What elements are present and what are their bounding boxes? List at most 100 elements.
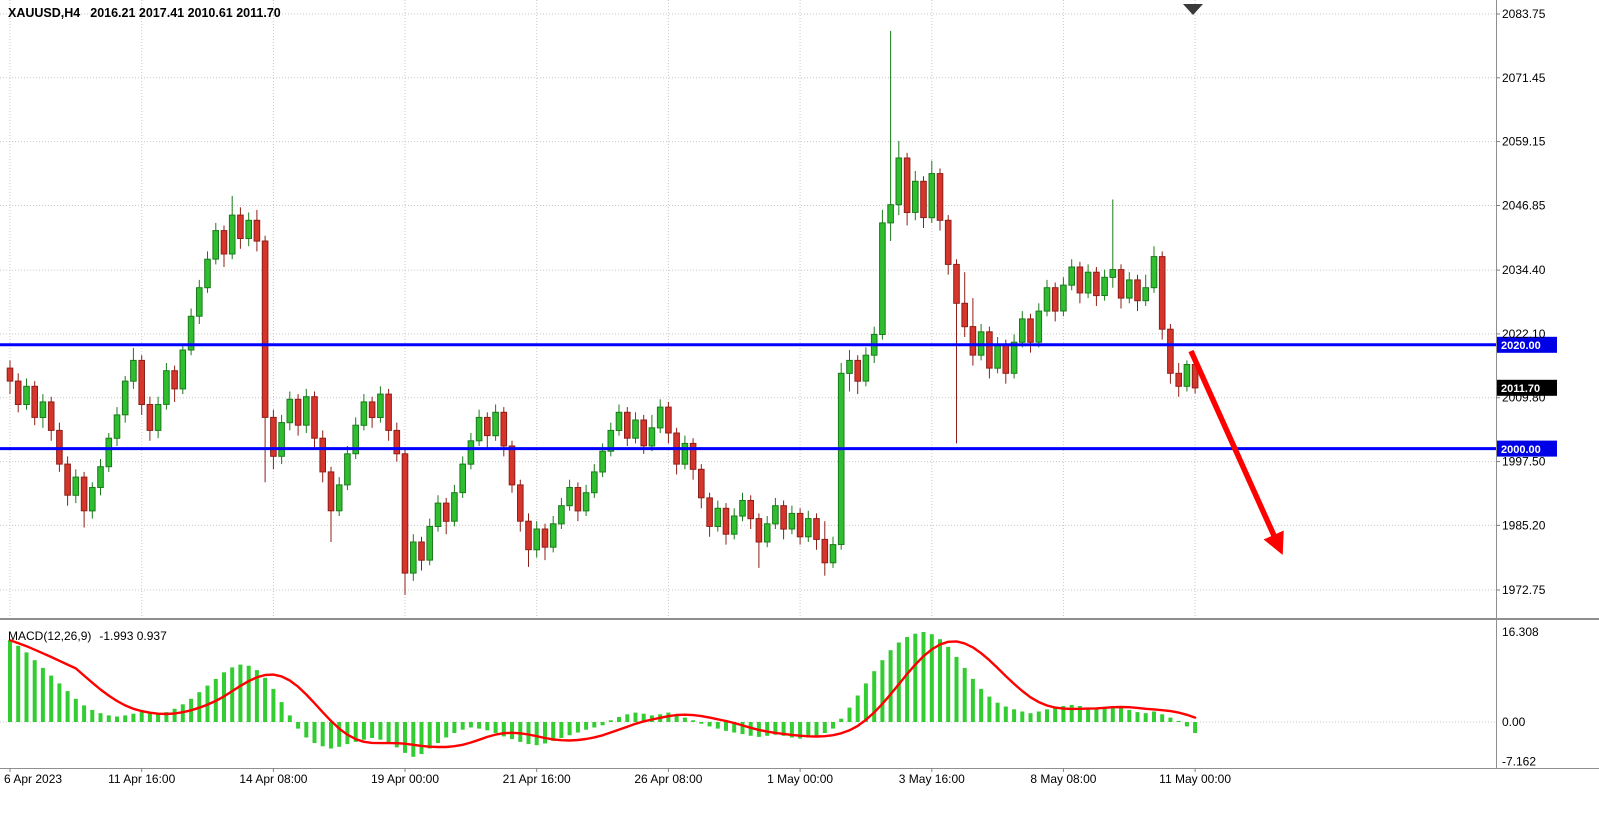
price-tick-label: 1972.75	[1502, 583, 1546, 597]
macd-histogram-bar	[279, 702, 284, 722]
macd-histogram-bar	[682, 717, 687, 722]
last-price-tag: 2011.70	[1497, 379, 1557, 396]
macd-histogram-bar	[724, 722, 728, 731]
candle-body	[1126, 279, 1133, 299]
macd-histogram-bar	[699, 722, 704, 724]
macd-histogram-bar	[16, 645, 21, 722]
sell-signal-arrow[interactable]	[1188, 349, 1284, 556]
candle-body	[245, 219, 252, 240]
macd-histogram-bar	[139, 712, 144, 722]
macd-histogram-bar	[543, 722, 547, 744]
macd-histogram-bar	[608, 720, 613, 722]
macd-histogram-bar	[115, 716, 119, 722]
macd-histogram-bar	[1168, 717, 1173, 722]
macd-histogram-bar	[1110, 706, 1115, 722]
level-tag-bg	[1497, 336, 1557, 353]
candle-body	[1002, 344, 1010, 374]
time-tick-label: 11 Apr 16:00	[108, 772, 175, 786]
macd-histogram-bar	[1184, 722, 1189, 727]
candle-body	[442, 502, 450, 522]
macd-histogram-bar	[1127, 709, 1132, 722]
macd-histogram-bar	[863, 683, 868, 722]
macd-histogram-bar	[633, 712, 638, 722]
macd-histogram-bar	[378, 722, 383, 740]
macd-histogram-bar	[1036, 711, 1041, 722]
macd-histogram-bar	[131, 713, 136, 722]
macd-histogram-bar	[386, 722, 391, 743]
macd-histogram-bar	[781, 722, 786, 736]
macd-histogram-bar	[806, 722, 811, 738]
macd-histogram-bar	[370, 722, 375, 738]
macd-histogram-bar	[1012, 709, 1017, 722]
macd-histogram-bar	[765, 722, 770, 736]
macd-histogram-bar	[789, 722, 794, 738]
macd-name: MACD(12,26,9)	[8, 629, 91, 643]
candle-body	[80, 476, 88, 512]
macd-histogram-bar	[477, 722, 482, 729]
candle-body	[14, 380, 22, 406]
candle-body	[1068, 266, 1076, 286]
macd-histogram-bar	[592, 722, 597, 728]
macd-histogram-bar	[493, 722, 498, 733]
candle-body	[772, 505, 779, 525]
macd-histogram-bar	[913, 633, 918, 722]
candle-body	[270, 416, 277, 457]
macd-histogram-bar	[1193, 722, 1198, 733]
candle-body	[72, 476, 80, 496]
candle-body	[508, 445, 516, 486]
price-tick-label: 2022.10	[1502, 327, 1546, 341]
candle-body	[1027, 318, 1034, 343]
macd-histogram-bar	[427, 722, 432, 749]
candle-body	[887, 204, 894, 224]
candle-body	[747, 500, 755, 520]
macd-histogram-bar	[436, 722, 440, 743]
chart-shift-marker-icon[interactable]	[1183, 4, 1203, 15]
candle-body	[525, 520, 532, 551]
candle-body	[1051, 287, 1059, 312]
macd-histogram-bar	[1053, 707, 1058, 722]
macd-histogram-bar	[559, 722, 564, 738]
candle-body	[1101, 276, 1108, 296]
candle-body	[986, 331, 993, 369]
candle-body	[393, 429, 401, 455]
macd-histogram-bar	[1135, 712, 1140, 722]
candle-body	[1142, 287, 1150, 302]
macd-histogram-bar	[353, 722, 358, 742]
candle-body	[459, 463, 466, 494]
candle-body	[1117, 269, 1125, 299]
macd-histogram-bar	[337, 722, 342, 747]
macd-histogram-bar	[312, 722, 317, 743]
candle-body	[837, 372, 845, 545]
macd-histogram-bar	[534, 722, 539, 746]
macd-histogram-bar	[921, 632, 926, 722]
candle-body	[121, 380, 129, 416]
level-tag-text: 2000.00	[1501, 444, 1541, 456]
macd-tick-label: 16.308	[1502, 625, 1539, 639]
candle-body	[517, 484, 524, 522]
macd-histogram-bar	[798, 722, 803, 739]
time-tick-label: 19 Apr 00:00	[371, 772, 439, 786]
candle-body	[656, 406, 664, 429]
candle-body	[385, 393, 392, 431]
candle-body	[467, 440, 475, 465]
macd-histogram-bar	[1061, 706, 1066, 722]
candle-body	[763, 523, 771, 543]
macd-histogram-bar	[172, 708, 177, 722]
candle-body	[739, 500, 746, 517]
price-tick-label: 2059.15	[1502, 135, 1546, 149]
candle-body	[360, 401, 368, 426]
macd-histogram-bar	[896, 642, 901, 722]
candle-body	[648, 427, 656, 447]
macd-histogram-bar	[304, 722, 309, 738]
macd-histogram-bar	[715, 722, 720, 729]
level-price-tag-2020: 2020.00	[1497, 336, 1557, 353]
candle-body	[377, 393, 384, 419]
candle-body	[1035, 310, 1043, 343]
candle-body	[303, 396, 310, 426]
macd-histogram-bar	[361, 722, 366, 740]
price-tick-label: 2083.75	[1502, 7, 1546, 21]
macd-histogram-bar	[1152, 711, 1156, 722]
macd-histogram-bar	[1020, 711, 1025, 722]
candle-body	[558, 505, 565, 525]
